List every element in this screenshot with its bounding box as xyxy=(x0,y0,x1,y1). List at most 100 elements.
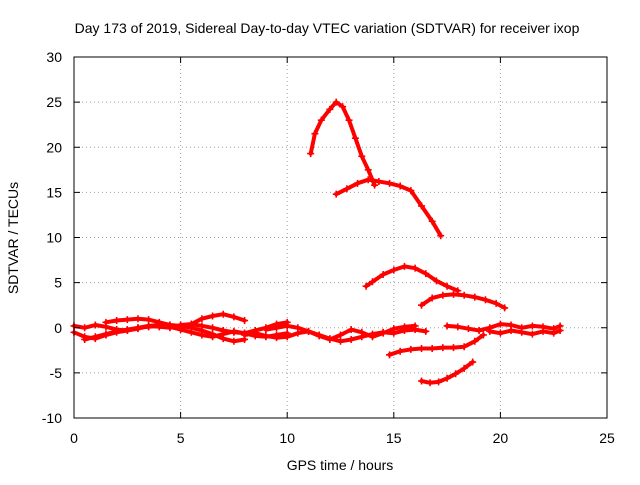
data-point xyxy=(386,179,394,187)
data-point xyxy=(418,377,426,385)
x-tick-label: 0 xyxy=(70,430,78,446)
data-point xyxy=(337,337,344,345)
data-point xyxy=(364,176,372,184)
data-point xyxy=(332,190,340,198)
data-point xyxy=(460,364,468,372)
data-point xyxy=(134,315,142,323)
data-point xyxy=(123,326,131,334)
series-arc-14 xyxy=(486,326,564,338)
series-arc-4 xyxy=(81,321,249,345)
data-point xyxy=(343,185,351,193)
data-point xyxy=(91,333,99,341)
data-point xyxy=(326,105,334,113)
data-point xyxy=(386,351,394,359)
data-point xyxy=(155,322,163,330)
data-point xyxy=(187,324,195,332)
data-point xyxy=(460,291,468,299)
data-point xyxy=(550,329,558,337)
data-point xyxy=(364,166,372,174)
x-tick-label: 15 xyxy=(386,430,402,446)
data-point xyxy=(134,324,142,332)
data-point xyxy=(198,315,206,323)
y-tick-label: -5 xyxy=(50,365,63,381)
y-tick-label: 5 xyxy=(54,275,62,291)
data-point xyxy=(177,322,185,330)
data-point xyxy=(396,182,404,190)
data-point xyxy=(102,318,110,326)
data-point xyxy=(81,335,89,343)
data-point xyxy=(443,322,451,330)
data-point xyxy=(422,327,430,335)
data-point xyxy=(379,271,387,279)
data-point xyxy=(496,329,504,337)
data-point xyxy=(317,116,325,124)
data-point xyxy=(219,335,227,343)
series-arc-10 xyxy=(418,290,509,312)
data-point xyxy=(262,332,270,340)
data-point xyxy=(198,326,206,334)
series-arc-8 xyxy=(332,176,445,240)
data-point xyxy=(347,326,355,334)
data-point xyxy=(375,178,383,186)
chart-title: Day 173 of 2019, Sidereal Day-to-day VTE… xyxy=(75,20,580,36)
data-point xyxy=(347,335,355,343)
y-tick-label: -10 xyxy=(42,410,62,426)
data-point xyxy=(400,262,408,270)
data-point xyxy=(371,181,379,189)
data-point xyxy=(362,282,370,290)
y-tick-label: 15 xyxy=(46,184,62,200)
data-point xyxy=(411,322,419,330)
data-point xyxy=(166,321,174,329)
data-point xyxy=(428,217,436,225)
data-point xyxy=(501,304,509,312)
data-point xyxy=(368,278,376,286)
data-point xyxy=(113,317,121,325)
series-arc-7 xyxy=(307,98,379,189)
data-point xyxy=(390,325,398,333)
data-point xyxy=(492,299,500,307)
data-point xyxy=(449,344,457,352)
data-point xyxy=(358,152,366,160)
data-point xyxy=(439,344,447,352)
data-point xyxy=(241,331,249,339)
data-point xyxy=(145,316,153,324)
data-point xyxy=(418,345,426,353)
data-point xyxy=(449,290,457,298)
data-point xyxy=(262,326,270,334)
y-tick-labels: -10 -5 0 5 10 15 20 25 30 xyxy=(42,49,62,426)
data-point xyxy=(241,317,249,325)
data-point xyxy=(339,103,347,111)
data-point xyxy=(345,116,353,124)
y-axis-label: SDTVAR / TECUs xyxy=(5,182,21,294)
y-tick-label: 30 xyxy=(46,49,62,65)
data-point xyxy=(418,301,426,309)
data-point xyxy=(481,296,489,304)
data-point xyxy=(311,130,319,138)
y-tick-label: 0 xyxy=(54,320,62,336)
data-point xyxy=(469,358,477,366)
data-point xyxy=(379,329,387,337)
data-point xyxy=(315,332,323,340)
y-tick-label: 10 xyxy=(46,230,62,246)
data-point xyxy=(251,329,259,337)
data-point xyxy=(422,270,430,278)
data-point xyxy=(368,333,376,341)
data-point xyxy=(102,330,110,338)
data-point xyxy=(354,179,362,187)
data-point xyxy=(283,322,291,330)
data-point xyxy=(332,98,340,106)
y-tick-label: 20 xyxy=(46,139,62,155)
data-point xyxy=(209,324,217,332)
series-arc-12 xyxy=(418,358,477,387)
data-point xyxy=(496,320,504,328)
x-tick-label: 25 xyxy=(599,430,615,446)
data-point xyxy=(471,337,479,345)
data-point xyxy=(407,345,415,353)
data-point xyxy=(358,328,366,336)
series-arc-11 xyxy=(386,331,487,359)
x-tick-label: 10 xyxy=(279,430,295,446)
data-point xyxy=(294,324,302,332)
data-point xyxy=(528,330,536,338)
